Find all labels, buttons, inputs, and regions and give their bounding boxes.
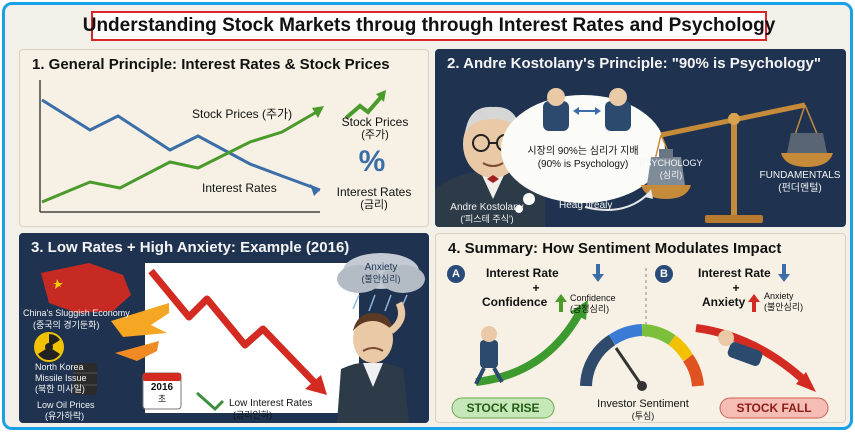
arrow-caption: Heag tirealy	[559, 200, 613, 211]
panel2-heading: 2. Andre Kostolany's Principle: "90% is …	[447, 55, 822, 72]
psychology-sub: (심리)	[659, 170, 683, 180]
rate-down-icon	[196, 391, 225, 412]
gauge-label: Investor Sentiment	[597, 398, 689, 410]
china-map-icon	[41, 263, 131, 313]
bubble-korean: 시장의 90%는 심리가 지배	[527, 146, 639, 157]
b-rate-down-icon	[778, 264, 790, 282]
stock-price-line	[41, 108, 321, 204]
panel-low-rates-high-anxiety: 3. Low Rates + High Anxiety: Example (20…	[19, 233, 429, 423]
anxiety-label: Anxiety	[364, 262, 398, 273]
a-rate-label: Interest Rate	[486, 266, 559, 280]
rising-arrow	[475, 310, 584, 386]
stock-fall-box	[719, 397, 829, 419]
stock-rise-box	[451, 397, 555, 419]
a-confidence-tag: Confidence	[570, 293, 616, 303]
gauge-sub: (투심)	[631, 411, 655, 421]
panel4-heading: 4. Summary: How Sentiment Modulates Impa…	[448, 240, 782, 257]
calendar-year: 2016	[150, 382, 174, 393]
a-confidence-label: Confidence	[482, 295, 548, 309]
rate-line-label: Interest Rates	[202, 181, 277, 195]
china-sub: (중국의 경기둔화)	[33, 320, 100, 330]
infographic-title: Understanding Stock Markets throug throu…	[83, 11, 775, 41]
balance-scale-icon	[641, 102, 833, 223]
falling-market-arrow	[148, 268, 318, 386]
falling-investor	[718, 330, 763, 366]
stock-legend-sub: (주가)	[361, 129, 389, 141]
china-label: China's Sluggish Economy	[23, 308, 130, 318]
badge-b: B	[660, 268, 668, 280]
panel-summary: 4. Summary: How Sentiment Modulates Impa…	[435, 233, 846, 423]
kostolany-sub: ('피스테 주식')	[460, 214, 514, 224]
low-rates-label: Low Interest Rates	[229, 398, 313, 409]
b-anxiety-label: Anxiety	[702, 295, 746, 309]
oil-sub: (유가하락)	[45, 411, 85, 421]
fundamentals-sub: (펀더멘털)	[778, 183, 822, 194]
climbing-investor	[474, 326, 504, 385]
bubble-english: (90% is Psychology)	[537, 159, 629, 170]
b-anxiety-up-icon	[748, 294, 760, 312]
anxiety-sub: (불안심리)	[361, 274, 401, 284]
a-plus: +	[532, 281, 540, 295]
low-rates-sub: (금리인하)	[233, 410, 273, 420]
falling-arrow	[695, 324, 809, 385]
panel1-heading: 1. General Principle: Interest Rates & S…	[32, 56, 390, 73]
stock-up-arrow-icon	[344, 94, 384, 120]
b-anxiety-tag: Anxiety	[764, 291, 794, 301]
calendar-sub: 초	[157, 394, 167, 404]
anxiety-2016-illustration	[34, 253, 425, 423]
nk-label-2: Missile Issue	[35, 373, 87, 383]
stock-rise-label: STOCK RISE	[466, 401, 540, 415]
nk-sub: (북한 미사일)	[35, 384, 85, 394]
a-confidence-up-icon	[555, 294, 567, 312]
panel-kostolany-principle: 2. Andre Kostolany's Principle: "90% is …	[435, 49, 846, 227]
rate-legend-sub: (금리)	[360, 199, 388, 211]
interest-rate-line	[41, 98, 321, 192]
a-rate-down-icon	[592, 264, 604, 282]
percent-icon: %	[358, 145, 386, 178]
a-confidence-sub: (긍정심리)	[570, 304, 610, 314]
b-plus: +	[732, 281, 740, 295]
nk-label: North Korea	[35, 362, 84, 372]
kostolany-illustration	[435, 88, 833, 227]
stock-legend: Stock Prices	[341, 115, 409, 129]
fundamentals-label: FUNDAMENTALS	[759, 170, 841, 181]
b-anxiety-sub: (불안심리)	[764, 302, 804, 312]
sentiment-gauge	[580, 324, 704, 391]
oil-label: Low Oil Prices	[37, 400, 95, 410]
b-rate-label: Interest Rate	[698, 266, 771, 280]
sentiment-summary-illustration	[447, 264, 829, 419]
worried-investor	[337, 301, 409, 423]
kostolany-name: Andre Kostolany	[450, 202, 524, 213]
stock-fall-label: STOCK FALL	[736, 401, 812, 415]
oil-barrel-icon	[73, 363, 97, 395]
panel-general-principle: 1. General Principle: Interest Rates & S…	[19, 49, 429, 227]
rates-vs-stocks-illustration	[39, 80, 386, 213]
psychology-label: PSYCHOLOGY	[639, 158, 703, 168]
panel3-heading: 3. Low Rates + High Anxiety: Example (20…	[31, 239, 350, 256]
rate-legend: Interest Rates	[336, 185, 412, 199]
stock-line-label: Stock Prices (주가)	[192, 107, 293, 121]
badge-a: A	[452, 268, 460, 280]
